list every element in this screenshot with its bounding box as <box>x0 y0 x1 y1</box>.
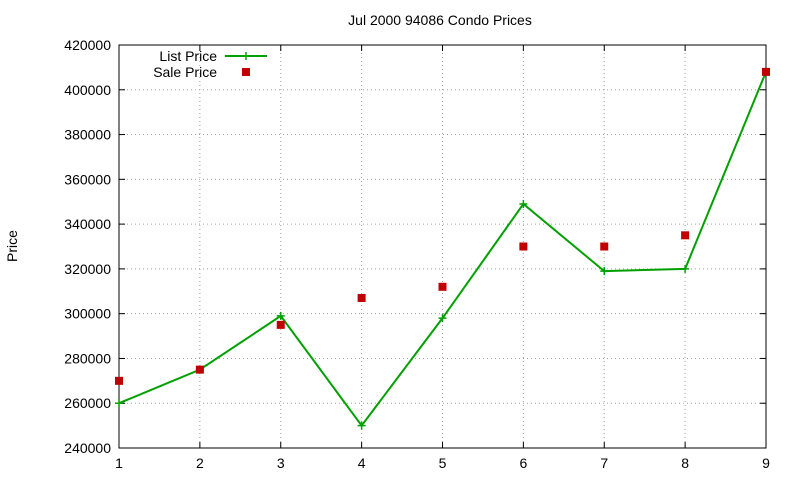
x-tick-label: 3 <box>277 455 285 471</box>
x-tick-label: 4 <box>358 455 366 471</box>
x-tick-label: 6 <box>519 455 527 471</box>
sale-price-point <box>519 242 528 251</box>
x-tick-label: 7 <box>600 455 608 471</box>
list-price-point <box>681 264 690 273</box>
y-tick-label: 340000 <box>64 216 111 232</box>
legend-label-list-price: List Price <box>159 48 217 64</box>
list-price-point <box>357 421 366 430</box>
list-price-point <box>519 199 528 208</box>
list-price-point <box>115 399 123 408</box>
y-tick-label: 280000 <box>64 350 111 366</box>
list-price-point <box>438 314 447 323</box>
y-tick-label: 380000 <box>64 127 111 143</box>
legend-label-sale-price: Sale Price <box>153 64 217 80</box>
x-tick-label: 5 <box>439 455 447 471</box>
sale-price-point <box>681 231 690 240</box>
x-tick-label: 8 <box>681 455 689 471</box>
sale-price-point <box>438 282 447 291</box>
grid-layer <box>118 44 767 449</box>
x-tick-label: 1 <box>115 455 123 471</box>
y-tick-label: 400000 <box>64 82 111 98</box>
sale-price-point <box>357 293 366 302</box>
list-price-point <box>600 267 609 276</box>
list-price-line <box>118 71 767 428</box>
chart-title: Jul 2000 94086 Condo Prices <box>348 12 532 28</box>
series-layer <box>115 67 770 430</box>
sale-price-point <box>195 365 204 374</box>
sale-price-point <box>600 242 609 251</box>
y-tick-label: 420000 <box>64 37 111 53</box>
y-tick-label: 260000 <box>64 395 111 411</box>
sale-price-point <box>762 67 770 76</box>
x-tick-label: 2 <box>196 455 204 471</box>
y-tick-label: 300000 <box>64 306 111 322</box>
axis-layer: 240000 260000 280000 300000 320000 340000 3600… <box>64 37 770 471</box>
x-tick-label: 9 <box>762 455 770 471</box>
list-price-point <box>276 311 285 320</box>
y-tick-label: 320000 <box>64 261 111 277</box>
legend-marker-list-price <box>242 52 250 60</box>
y-tick-label: 360000 <box>64 171 111 187</box>
y-tick-label: 240000 <box>64 440 111 456</box>
legend-marker-sale-price <box>242 68 250 76</box>
sale-price-point <box>276 320 285 329</box>
sale-price-point <box>115 376 123 385</box>
